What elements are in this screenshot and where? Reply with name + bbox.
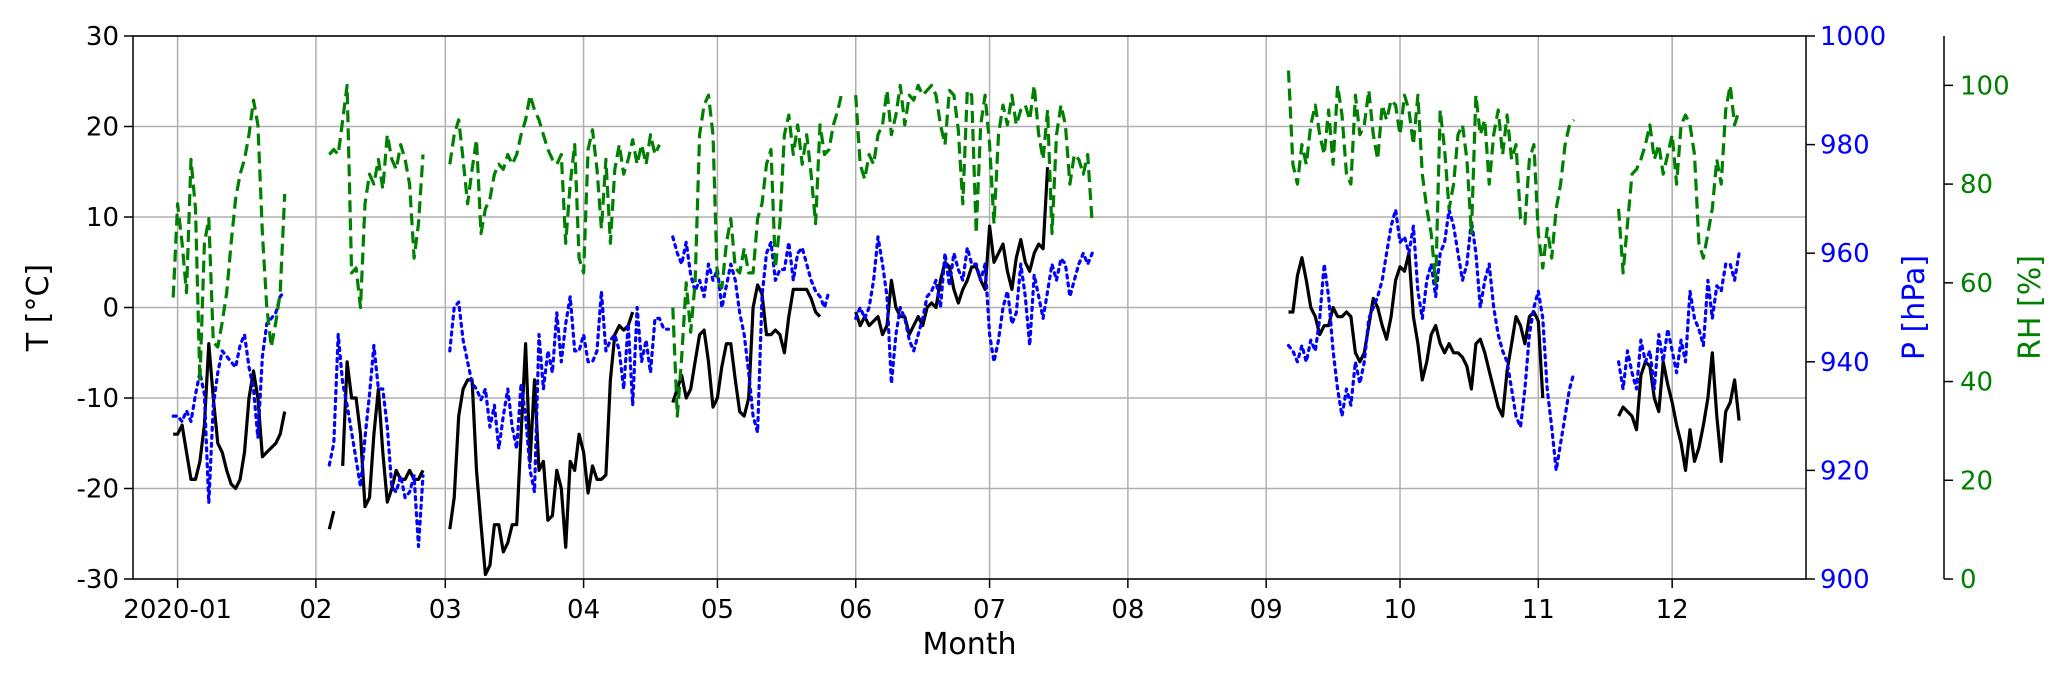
x-tick-label: 03 xyxy=(429,595,462,625)
y-tick-label-pressure: 900 xyxy=(1820,565,1870,595)
y-axis-label-pressure: P [hPa] xyxy=(1897,255,1932,360)
grid-layer xyxy=(133,35,1806,580)
y-tick-label-left: 20 xyxy=(86,113,119,143)
pressure-series-line xyxy=(854,235,1094,386)
temperature-series-line xyxy=(671,283,822,418)
y-tick-label-left: 0 xyxy=(102,294,119,324)
x-tick-label: 04 xyxy=(567,595,600,625)
humidity-series-line xyxy=(328,83,425,310)
y-tick-label-left: 30 xyxy=(86,22,119,52)
y-tick-label-humidity: 60 xyxy=(1960,269,1993,299)
labels-layer: Month T [°C] P [hPa] RH [%] xyxy=(21,255,2048,662)
y-axis-label-humidity: RH [%] xyxy=(2013,255,2048,360)
x-tick-label: 07 xyxy=(973,595,1006,625)
humidity-series-line xyxy=(671,89,844,418)
y-tick-label-left: 10 xyxy=(86,203,119,233)
pressure-series-line xyxy=(1286,208,1576,472)
pressure-series-line xyxy=(171,289,287,505)
y-tick-label-pressure: 960 xyxy=(1820,239,1870,269)
temperature-series-line xyxy=(327,510,336,530)
series-layer xyxy=(171,70,1741,577)
pressure-series-line xyxy=(1617,251,1741,391)
pressure-series-line xyxy=(671,235,831,434)
temperature-series-line xyxy=(341,360,425,509)
humidity-series-line xyxy=(854,83,1094,236)
y-tick-label-humidity: 20 xyxy=(1960,466,1993,496)
x-tick-label: 12 xyxy=(1656,595,1689,625)
axes-layer: 2020-01 02 03 04 05 06 07 08 09 10 11 12 -30 -20 -10 0 1… xyxy=(77,22,2010,625)
temperature-series-line xyxy=(173,342,287,491)
y-tick-label-left: -10 xyxy=(77,384,119,414)
temperature-series-line xyxy=(448,311,635,577)
x-tick-label: 09 xyxy=(1250,595,1283,625)
x-tick-label: 2020-01 xyxy=(123,595,232,625)
y-tick-label-pressure: 920 xyxy=(1820,456,1870,486)
plot-frame xyxy=(132,35,1807,580)
y-tick-label-pressure: 980 xyxy=(1820,131,1870,161)
temperature-series-line xyxy=(854,167,1050,337)
humidity-series-line xyxy=(448,93,661,275)
y-tick-label-humidity: 0 xyxy=(1960,565,1977,595)
pressure-series-line xyxy=(448,289,670,494)
x-axis-label: Month xyxy=(922,627,1016,662)
y-axis-label-temperature: T [°C] xyxy=(21,264,56,352)
x-tick-label: 10 xyxy=(1383,595,1416,625)
temperature-series-line xyxy=(1617,351,1741,472)
y-tick-label-humidity: 100 xyxy=(1960,71,2010,101)
x-tick-label: 06 xyxy=(839,595,872,625)
y-tick-label-left: -30 xyxy=(77,565,119,595)
pressure-series-line xyxy=(327,333,425,548)
x-tick-label: 02 xyxy=(299,595,332,625)
x-tick-label: 08 xyxy=(1111,595,1144,625)
y-tick-label-humidity: 40 xyxy=(1960,368,1993,398)
humidity-series-line xyxy=(1617,83,1741,275)
x-tick-label: 11 xyxy=(1522,595,1555,625)
y-tick-label-pressure: 940 xyxy=(1820,348,1870,378)
y-tick-label-pressure: 1000 xyxy=(1820,22,1886,52)
y-tick-label-humidity: 80 xyxy=(1960,170,1993,200)
y-tick-label-left: -20 xyxy=(77,475,119,505)
humidity-series-line xyxy=(171,98,287,384)
x-tick-label: 05 xyxy=(701,595,734,625)
humidity-series-line xyxy=(1286,70,1576,285)
